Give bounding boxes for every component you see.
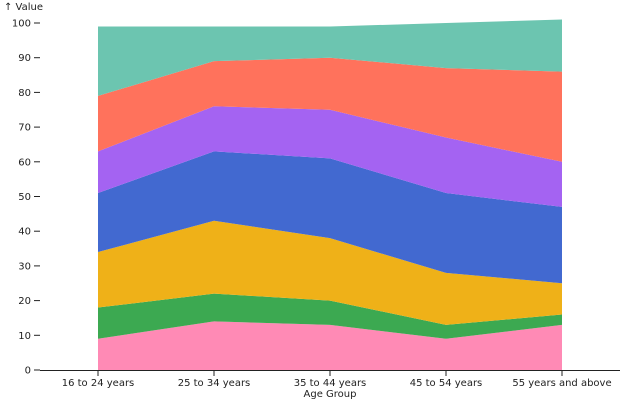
- x-axis-title: Age Group: [304, 389, 357, 400]
- y-tick-label: 80: [18, 88, 31, 99]
- area-series-7: [98, 19, 562, 96]
- x-tick-label: 45 to 54 years: [410, 378, 483, 389]
- y-tick-label: 0: [25, 366, 31, 377]
- x-tick-label: 55 years and above: [512, 378, 611, 389]
- area-series-2: [98, 293, 562, 339]
- area-series-6: [98, 57, 562, 162]
- x-tick-label: 25 to 34 years: [178, 378, 251, 389]
- area-series-3: [98, 220, 562, 325]
- y-tick-label: 70: [18, 123, 31, 134]
- area-series-4: [98, 151, 562, 284]
- y-tick-label: 40: [18, 227, 31, 238]
- y-tick-label: 50: [18, 192, 31, 203]
- y-tick-label: 60: [18, 157, 31, 168]
- x-tick-label: 16 to 24 years: [62, 378, 135, 389]
- y-tick-label: 100: [12, 19, 31, 30]
- y-tick-label: 30: [18, 261, 31, 272]
- y-axis-title: ↑ Value: [4, 2, 43, 13]
- y-tick-label: 10: [18, 331, 31, 342]
- y-tick-label: 20: [18, 296, 31, 307]
- areas-layer: [98, 19, 562, 370]
- x-axis: 16 to 24 years 25 to 34 years 35 to 44 yea…: [40, 370, 620, 389]
- area-series-5: [98, 106, 562, 207]
- x-tick-label: 35 to 44 years: [294, 378, 367, 389]
- area-series-1: [98, 321, 562, 370]
- y-axis: 0 10 20 30 40 50 60 70 80 90 100: [12, 19, 40, 377]
- y-tick-label: 90: [18, 53, 31, 64]
